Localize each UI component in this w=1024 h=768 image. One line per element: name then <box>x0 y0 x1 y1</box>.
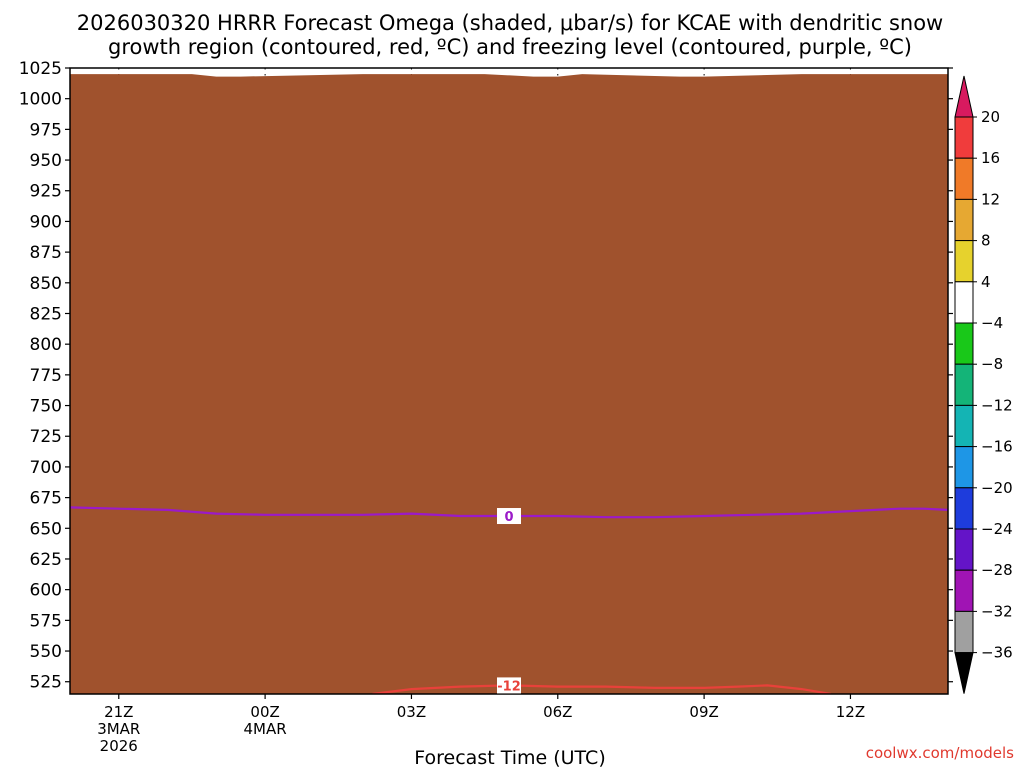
y-tick-label-850: 850 <box>30 274 62 294</box>
y-tick-label-675: 675 <box>30 489 62 509</box>
contour-label-bg-0 <box>497 508 521 525</box>
y-tick-label-1025: 1025 <box>19 59 62 79</box>
colorbar-box-1 <box>954 157 974 200</box>
y-tick-label-1000: 1000 <box>19 90 62 110</box>
contour-line--12 <box>372 684 832 694</box>
y-tick-label-550: 550 <box>30 642 62 662</box>
y-tick-label-575: 575 <box>30 611 62 631</box>
colorbar-box-7 <box>954 404 974 448</box>
x-tick-label-06Z: 06Z <box>543 703 572 721</box>
x-tick-date-00Z: 4MAR <box>244 720 287 738</box>
x-tick-label-09Z: 09Z <box>689 703 718 721</box>
terrain-surface <box>70 74 948 695</box>
y-tick-label-925: 925 <box>30 182 62 202</box>
colorbar-box-11 <box>954 569 974 612</box>
colorbar-label-11: −28 <box>981 561 1013 579</box>
x-axis-label: Forecast Time (UTC) <box>414 747 605 768</box>
x-tick-label-12Z: 12Z <box>836 703 865 721</box>
y-tick-label-825: 825 <box>30 304 62 324</box>
colorbar-box-4 <box>954 281 974 324</box>
y-tick-label-900: 900 <box>30 212 62 232</box>
y-tick-label-725: 725 <box>30 427 62 447</box>
chart-title-line1: 2026030320 HRRR Forecast Omega (shaded, … <box>77 11 943 35</box>
colorbar-box-10 <box>954 528 974 571</box>
contour-label-bg--12 <box>497 677 521 694</box>
x-tick-label-00Z: 00Z <box>250 703 279 721</box>
colorbar-box-5 <box>954 322 974 365</box>
contour-labels: -12 0 <box>497 508 521 694</box>
colorbar-box-3 <box>954 240 974 283</box>
x-tick-label-03Z: 03Z <box>397 703 426 721</box>
x-tick-year-21Z: 2026 <box>100 737 138 755</box>
colorbar-box-6 <box>954 363 974 406</box>
colorbar-label-2: 12 <box>981 190 1000 208</box>
plot-area: -12 0 <box>69 67 949 695</box>
colorbar-label-7: −12 <box>981 396 1013 414</box>
colorbar-label-12: −32 <box>981 602 1013 620</box>
colorbar-top-triangle <box>954 75 974 118</box>
y-tick-label-800: 800 <box>30 335 62 355</box>
y-tick-label-700: 700 <box>30 458 62 478</box>
colorbar-label-13: −36 <box>981 644 1013 662</box>
y-tick-label-875: 875 <box>30 243 62 263</box>
y-tick-label-600: 600 <box>30 581 62 601</box>
colorbar-label-1: 16 <box>981 149 1000 167</box>
x-tick-label-21Z: 21Z <box>104 703 133 721</box>
colorbar-label-6: −8 <box>981 355 1003 373</box>
contour-label-0: 0 <box>504 510 513 525</box>
colorbar-label-5: −4 <box>981 314 1003 332</box>
colorbar: 20 16 12 8 4 −4 −8 −12 −16 −20 −24 −28 −32 −36 <box>954 75 1013 694</box>
colorbar-box-8 <box>954 446 974 489</box>
x-tick-date-21Z: 3MAR <box>97 720 140 738</box>
colorbar-box-12 <box>954 610 974 654</box>
contour-lines <box>70 506 948 694</box>
colorbar-label-4: 4 <box>981 273 991 291</box>
y-tick-label-775: 775 <box>30 366 62 386</box>
credit-text: coolwx.com/models <box>866 744 1014 762</box>
terrain-layer <box>70 74 948 695</box>
colorbar-label-3: 8 <box>981 232 991 250</box>
y-tick-label-750: 750 <box>30 397 62 417</box>
chart-title-line2: growth region (contoured, red, ºC) and f… <box>108 35 912 59</box>
colorbar-box-9 <box>954 487 974 530</box>
colorbar-label-8: −16 <box>981 438 1013 456</box>
contour-line-0 <box>70 506 948 519</box>
plot-frame <box>69 67 949 695</box>
colorbar-bottom-triangle <box>954 652 974 694</box>
y-tick-label-975: 975 <box>30 120 62 140</box>
y-tick-label-525: 525 <box>30 673 62 693</box>
y-tick-label-650: 650 <box>30 519 62 539</box>
colorbar-label-0: 20 <box>981 108 1000 126</box>
colorbar-box-2 <box>954 198 974 242</box>
colorbar-box-0 <box>954 116 974 159</box>
contour-label--12: -12 <box>497 679 521 694</box>
colorbar-label-10: −24 <box>981 520 1013 538</box>
colorbar-label-9: −20 <box>981 479 1013 497</box>
y-tick-label-950: 950 <box>30 151 62 171</box>
y-axis: 525 550 575 600 625 650 675 700 725 750 775 800 825 8… <box>19 59 953 693</box>
y-tick-label-625: 625 <box>30 550 62 570</box>
